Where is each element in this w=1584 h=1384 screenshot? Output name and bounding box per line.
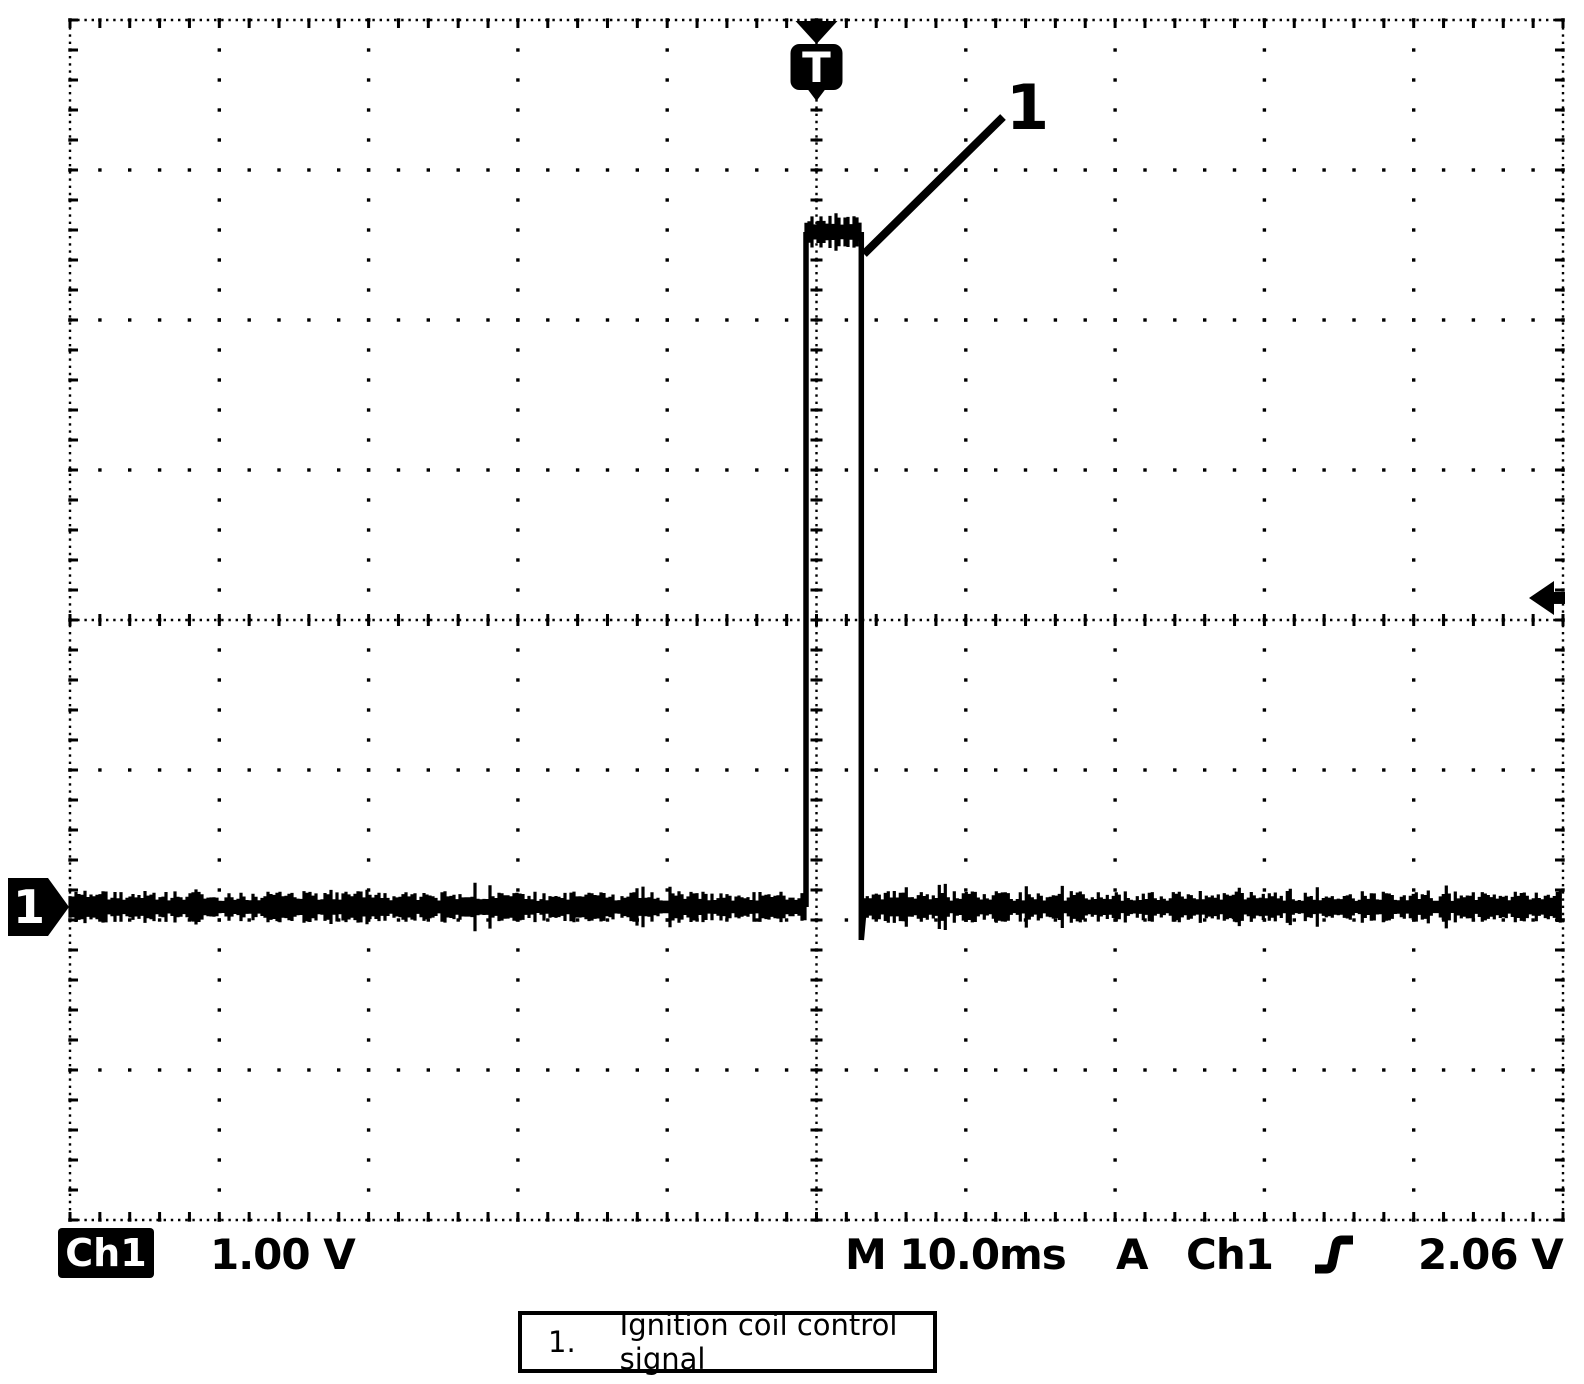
callout-label: 1 [1006, 71, 1049, 144]
channel-marker-arrow-icon [8, 877, 69, 936]
trigger-position-arrow-icon [795, 21, 838, 44]
caption-number: 1. [548, 1325, 576, 1359]
channel-badge-label: Ch1 [65, 1231, 147, 1275]
trigger-level-bar [1549, 591, 1565, 604]
channel-marker-label: 1 [13, 880, 45, 934]
trigger-marker-label: T [802, 43, 831, 92]
ch1-trace-baseline-and-top [68, 213, 1562, 932]
caption-box: 1. Ignition coil control signal [518, 1308, 937, 1376]
readout-bar: Ch1 1.00 V M 10.0ms A Ch1 2.06 V [0, 1226, 1584, 1286]
oscilloscope-screen: T 1 1 [8, 18, 1565, 1222]
callout-line [861, 114, 1006, 257]
acquisition-mode-readout: A [1116, 1230, 1149, 1279]
rising-edge-slope-icon [1315, 1235, 1353, 1274]
ch1-trace-pulse-edges [803, 232, 868, 941]
timebase-readout: M 10.0ms [845, 1230, 1067, 1279]
trigger-badge [790, 44, 843, 90]
channel-1-ground-marker: 1 [8, 877, 69, 936]
callout-annotation: 1 [861, 71, 1049, 257]
vertical-scale-readout: 1.00 V [210, 1230, 356, 1279]
trigger-level-readout: 2.06 V [1418, 1230, 1564, 1279]
caption-text: Ignition coil control signal [619, 1308, 898, 1376]
channel-badge: Ch1 [58, 1228, 154, 1278]
trigger-badge-tail [807, 89, 826, 101]
graticule-grid [68, 18, 1565, 1222]
trigger-source-readout: Ch1 [1186, 1230, 1274, 1279]
trigger-level-marker [1529, 580, 1565, 615]
trigger-position-marker: T [790, 21, 843, 101]
trigger-level-arrow-icon [1529, 580, 1554, 615]
